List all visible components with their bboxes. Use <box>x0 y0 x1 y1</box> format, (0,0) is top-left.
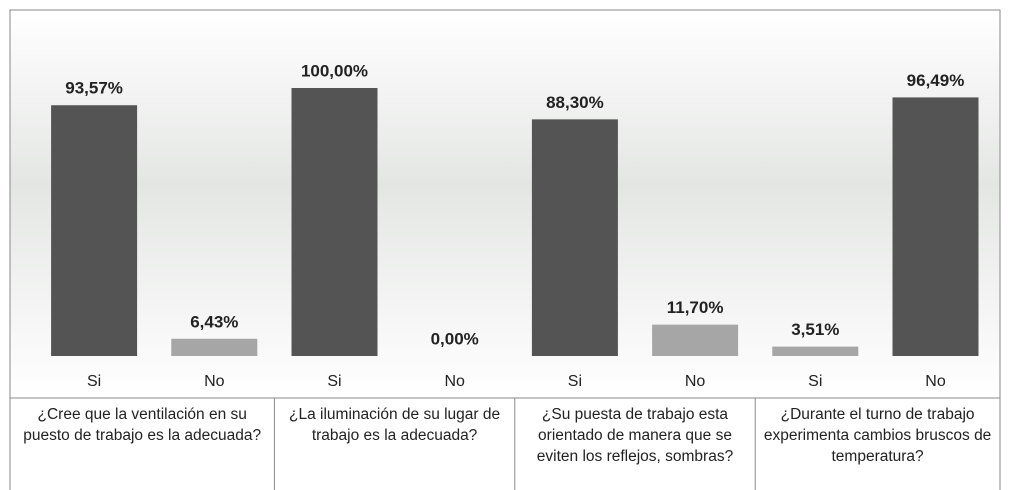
category-label: No <box>925 373 946 390</box>
group-label: ¿Cree que la ventilación en su puesto de… <box>23 406 262 444</box>
group-label: ¿Su puesta de trabajo esta orientado de … <box>536 406 734 465</box>
category-label: Si <box>327 373 341 390</box>
plot-area <box>9 9 1001 399</box>
value-label: 93,57% <box>65 79 123 98</box>
group-label: ¿Durante el turno de trabajo experimenta… <box>763 406 992 465</box>
category-label: No <box>204 373 225 390</box>
value-label: 11,70% <box>667 298 724 317</box>
value-label: 100,00% <box>301 61 368 80</box>
category-label: No <box>444 373 465 390</box>
category-label: No <box>685 373 706 390</box>
bar <box>531 119 618 356</box>
value-label: 6,43% <box>190 312 238 331</box>
value-label: 0,00% <box>431 329 479 348</box>
category-label: Si <box>87 373 101 390</box>
group-label: ¿La iluminación de su lugar de trabajo e… <box>289 406 501 444</box>
bar <box>291 88 378 356</box>
bar <box>772 346 859 356</box>
bar <box>892 97 979 356</box>
value-label: 96,49% <box>907 71 965 90</box>
bar <box>171 338 258 356</box>
bar <box>51 105 138 357</box>
value-label: 3,51% <box>791 320 839 339</box>
value-label: 88,30% <box>546 93 604 112</box>
category-label: Si <box>808 373 822 390</box>
category-label: Si <box>568 373 582 390</box>
bar <box>652 324 739 356</box>
